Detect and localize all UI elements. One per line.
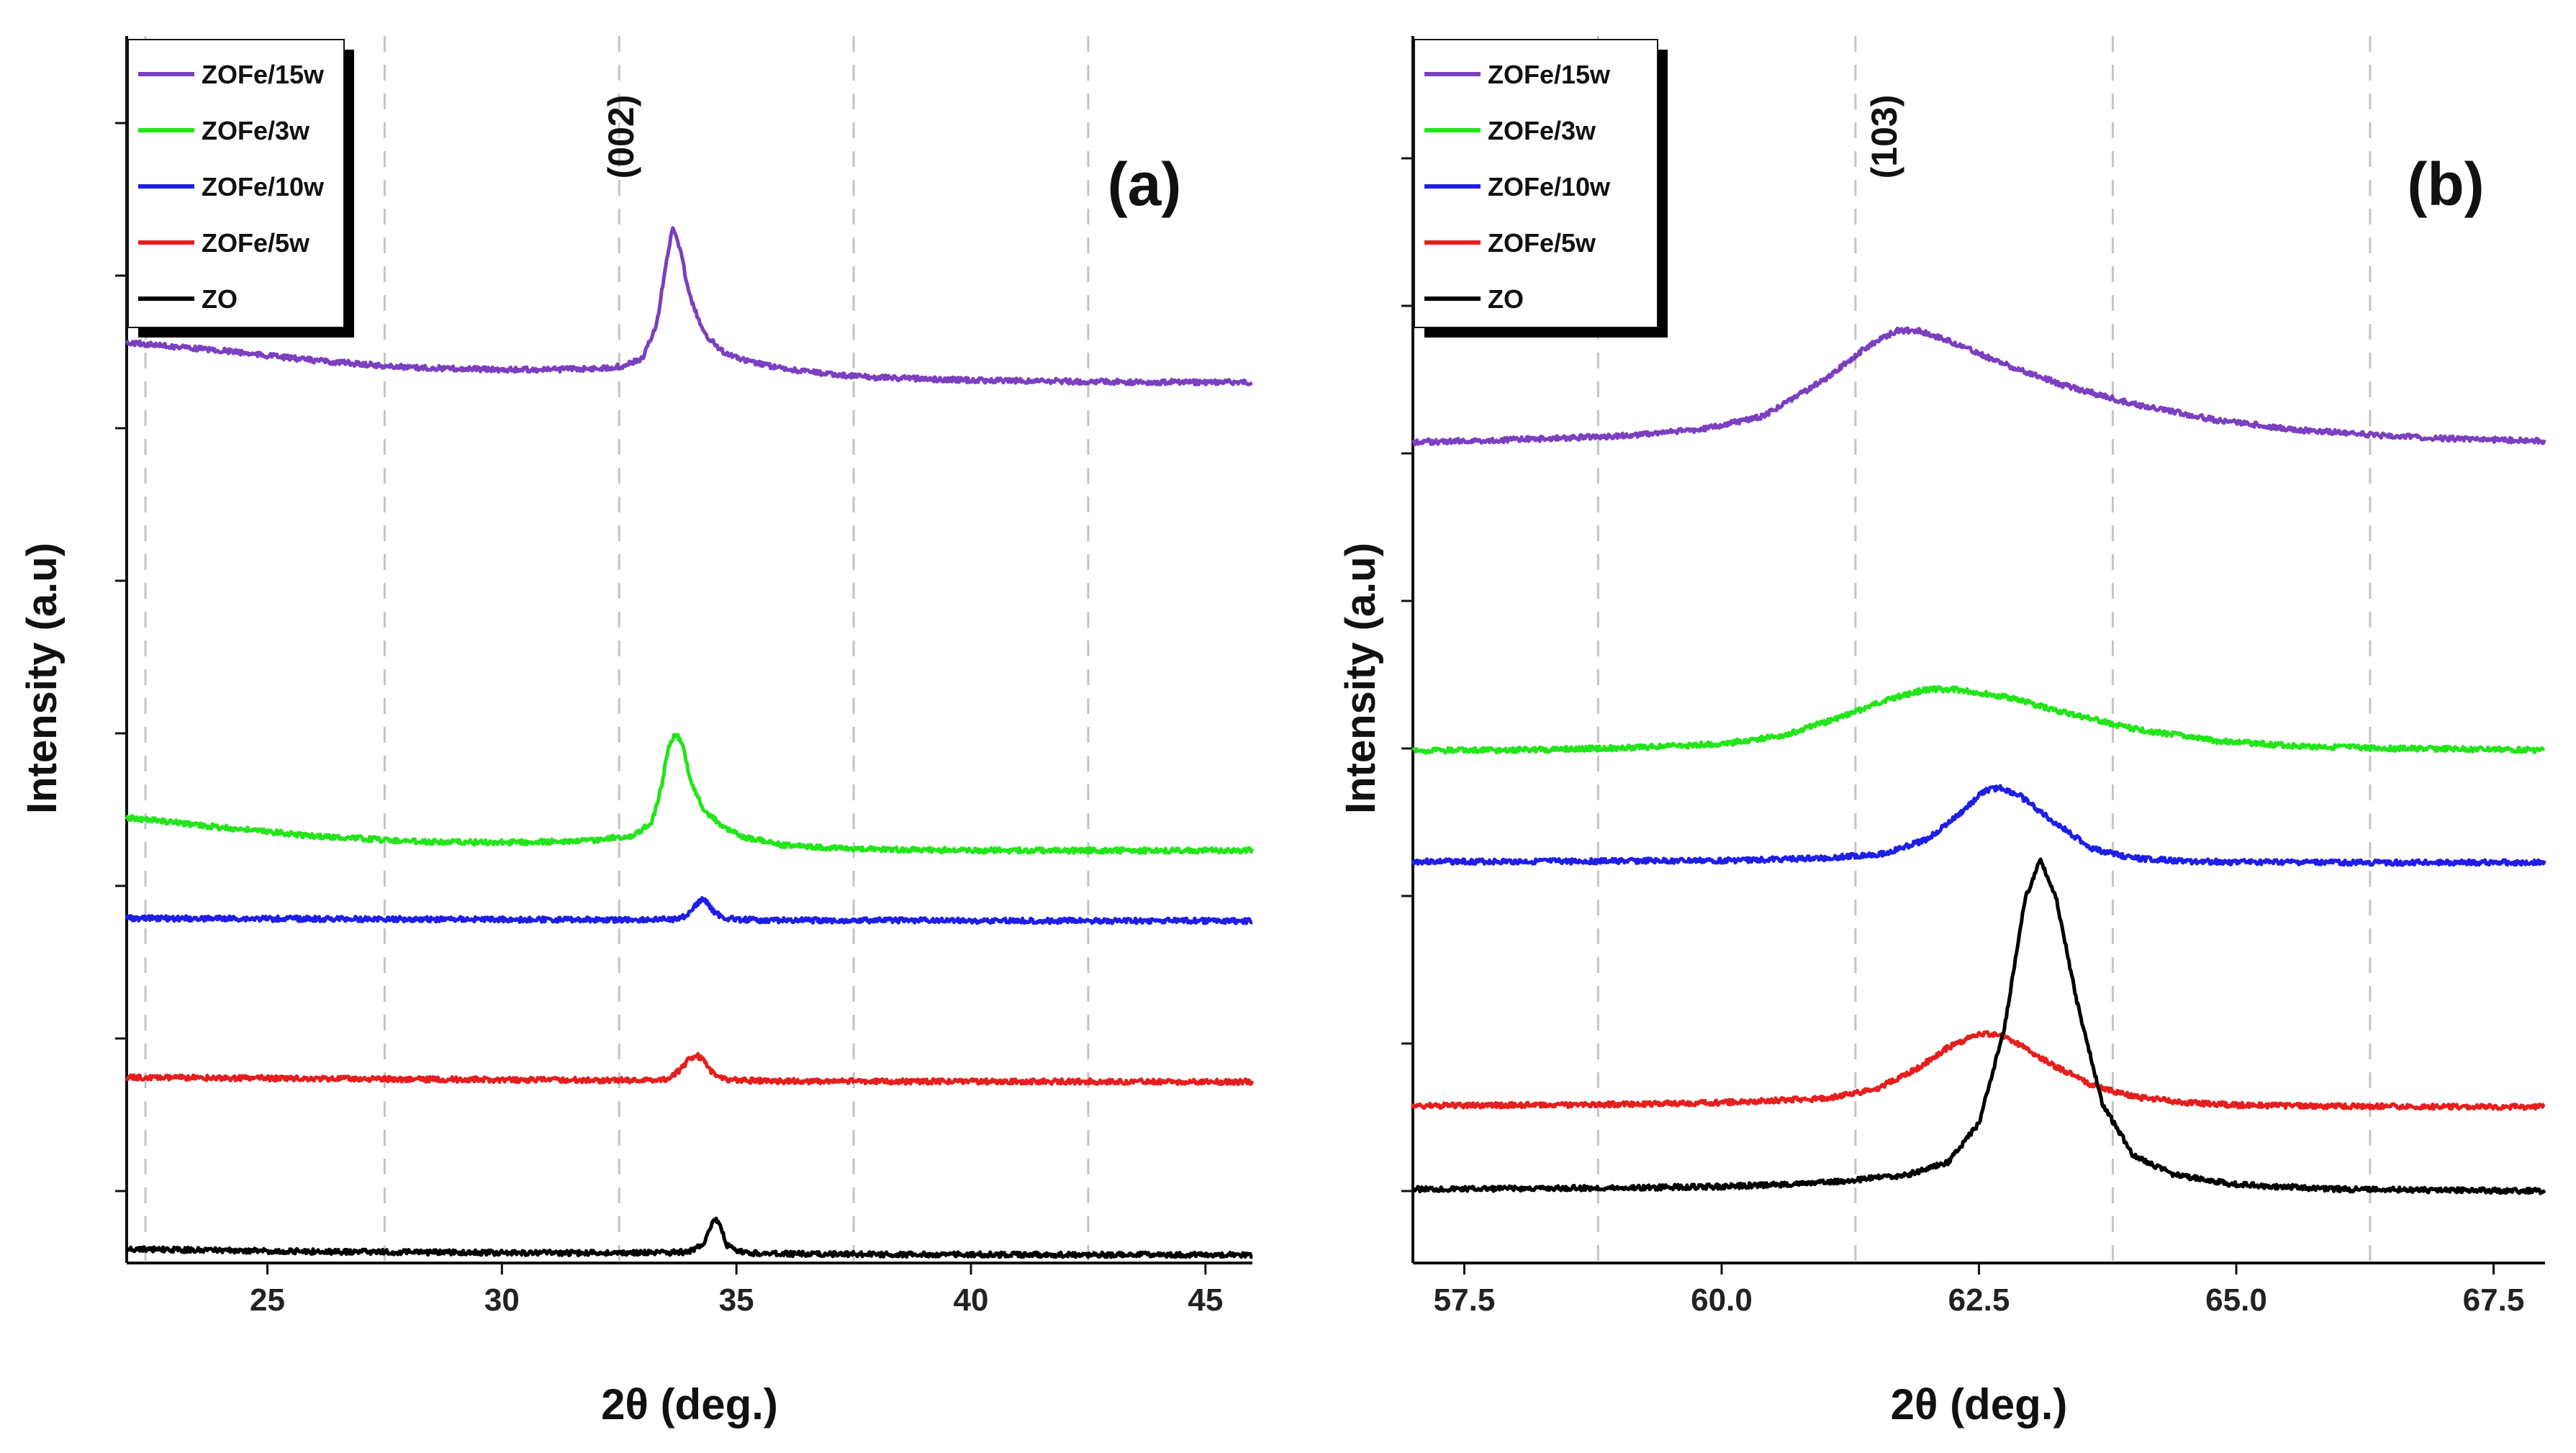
x-tick-label-1: 60.0 <box>1691 1282 1753 1318</box>
x-axis-title: 2θ (deg.) <box>1891 1380 2068 1429</box>
series-line-zofe-5w <box>1411 1030 2546 1111</box>
series-line-zofe-3w <box>125 733 1255 855</box>
x-axis-title: 2θ (deg.) <box>601 1380 778 1429</box>
y-axis-title: Intensity (a.u) <box>1337 543 1384 814</box>
legend-label-3: ZOFe/5w <box>1488 228 1596 258</box>
legend-label-0: ZOFe/15w <box>202 60 325 89</box>
legend-label-2: ZOFe/10w <box>1488 172 1611 202</box>
series-line-zofe-10w <box>125 896 1253 925</box>
series-line-zofe-3w <box>1411 685 2546 756</box>
panel-label: (a) <box>1108 150 1182 218</box>
x-tick-label-3: 65.0 <box>2205 1282 2267 1318</box>
series-line-zo <box>1411 857 2546 1195</box>
legend-label-1: ZOFe/3w <box>202 116 310 145</box>
peak-annotation: (103) <box>1864 95 1904 179</box>
panel-b: 57.5 60.0 62.5 65.0 67.5 ZOFe/15w ZOFe/3w ZOFe/… <box>1337 36 2546 1429</box>
x-tick-label-0: 25 <box>250 1282 285 1318</box>
x-tick-label-4: 45 <box>1188 1282 1223 1318</box>
x-tick-label-4: 67.5 <box>2463 1282 2525 1318</box>
panel-label: (b) <box>2407 150 2484 218</box>
legend-label-0: ZOFe/15w <box>1488 60 1611 89</box>
series-line-zofe-5w <box>125 1051 1255 1087</box>
x-tick-label-2: 35 <box>719 1282 754 1318</box>
legend-label-4: ZO <box>202 284 238 314</box>
legend-label-3: ZOFe/5w <box>202 228 310 258</box>
x-tick-label-2: 62.5 <box>1948 1282 2010 1318</box>
legend-label-1: ZOFe/3w <box>1488 116 1596 145</box>
series-line-zo <box>125 1216 1253 1259</box>
legend-label-4: ZO <box>1488 284 1524 314</box>
peak-annotation: (002) <box>601 95 641 179</box>
series-line-zofe-15w <box>125 226 1253 386</box>
legend-box <box>127 39 345 328</box>
legend-box <box>1414 39 1658 328</box>
panel-a: 25 30 35 40 45 ZOFe/15w ZOFe/3w ZOFe/10w ZOFe/5w… <box>19 36 1255 1429</box>
y-axis-title: Intensity (a.u) <box>19 543 65 814</box>
series-line-zofe-10w <box>1411 784 2546 867</box>
series-line-zofe-15w <box>1411 326 2546 446</box>
x-tick-label-3: 40 <box>954 1282 989 1318</box>
x-tick-label-1: 30 <box>484 1282 520 1318</box>
x-tick-label-0: 57.5 <box>1434 1282 1496 1318</box>
legend-label-2: ZOFe/10w <box>202 172 325 202</box>
